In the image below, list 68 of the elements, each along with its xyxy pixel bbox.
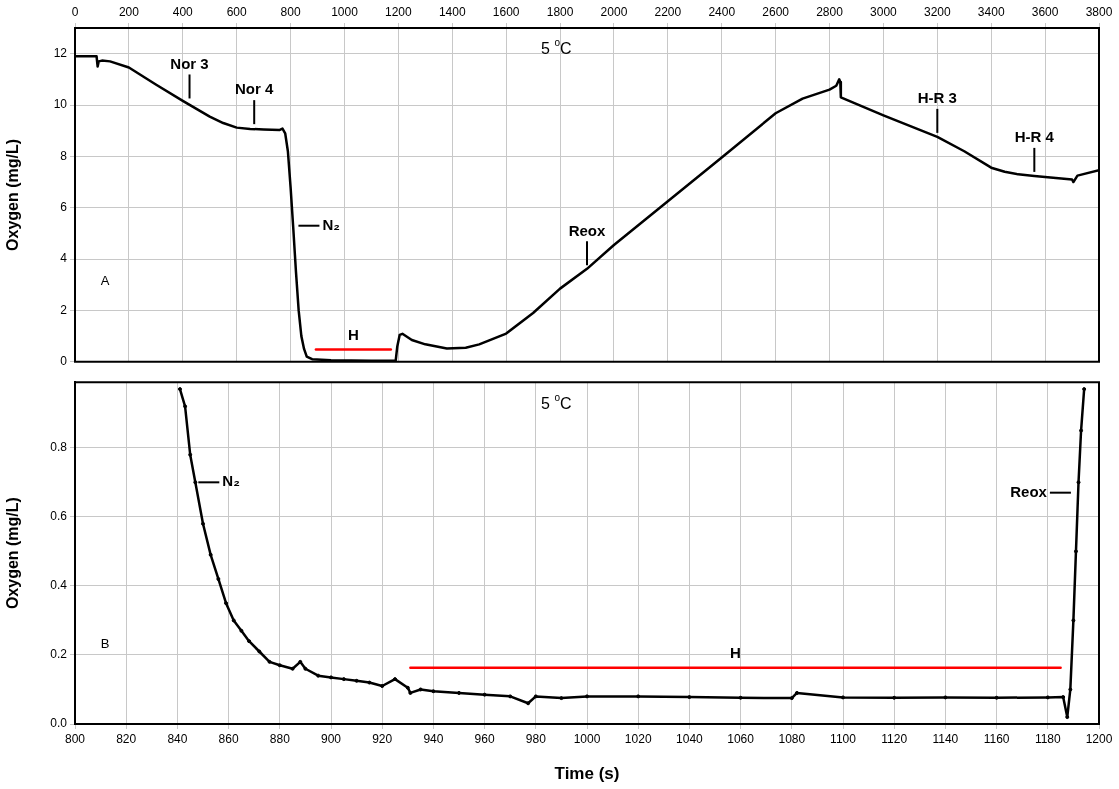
x-tick-label: 1160: [983, 731, 1010, 746]
x-tick-label: 3400: [977, 5, 1005, 20]
y-tick-label: 10: [53, 97, 68, 112]
x-tick-label: 800: [64, 731, 86, 746]
series-label: H: [347, 325, 359, 343]
x-tick-label: 960: [474, 731, 495, 746]
annotation: N₂: [322, 215, 340, 233]
x-tick-label: 800: [280, 5, 301, 20]
y-tick-label: 0.2: [50, 647, 68, 662]
x-tick-label: 1800: [546, 5, 574, 20]
x-tick-label: 2400: [708, 5, 736, 20]
x-tick-label: 0: [71, 5, 79, 20]
y-tick-label: 2: [60, 302, 68, 317]
x-tick-label: 920: [372, 731, 393, 746]
y-tick-label: 0.0: [50, 716, 68, 731]
y-tick-label: 4: [60, 251, 68, 266]
x-tick-label: 1200: [385, 5, 413, 20]
x-tick-label: 1020: [624, 731, 652, 746]
x-axis-title: Time (s): [554, 764, 620, 784]
x-tick-label: 2200: [654, 5, 682, 20]
x-tick-label: 1600: [492, 5, 520, 20]
annotation: Reox: [1010, 482, 1048, 500]
x-tick-label: 1060: [727, 731, 755, 746]
x-tick-label: 1200: [1085, 731, 1113, 746]
series-label: H: [730, 643, 741, 661]
x-tick-label: 1000: [331, 5, 359, 20]
annotation: Reox: [568, 221, 606, 239]
y-axis-title: Oxygen (mg/L): [4, 497, 22, 610]
x-tick-label: 3600: [1031, 5, 1059, 20]
x-tick-label: 1120: [881, 731, 908, 746]
x-tick-label: 1080: [778, 731, 806, 746]
annotation: Nor 4: [235, 80, 275, 98]
y-tick-label: 0.8: [50, 440, 68, 455]
y-tick-label: 0: [60, 354, 68, 369]
x-tick-label: 400: [172, 5, 194, 20]
y-tick-label: 6: [60, 200, 68, 215]
y-tick-label: 8: [60, 148, 68, 163]
x-tick-label: 3200: [923, 5, 951, 20]
x-tick-label: 2600: [762, 5, 790, 20]
x-tick-label: 1000: [573, 731, 601, 746]
x-tick-label: 600: [226, 5, 248, 20]
x-tick-label: 200: [118, 5, 140, 20]
annotation: A: [100, 273, 110, 289]
x-tick-label: 940: [423, 731, 444, 746]
x-tick-label: 820: [116, 731, 137, 746]
x-tick-label: 880: [269, 731, 291, 746]
annotation: B: [100, 635, 110, 651]
x-tick-label: 980: [525, 731, 547, 746]
y-tick-label: 0.4: [50, 578, 68, 593]
x-tick-label: 900: [320, 731, 342, 746]
x-tick-label: 1040: [676, 731, 704, 746]
y-tick-label: 0.6: [50, 509, 68, 524]
x-tick-label: 3000: [870, 5, 898, 20]
annotation: N₂: [222, 472, 240, 490]
annotation: Nor 3: [170, 54, 209, 72]
x-tick-label: 1180: [1034, 731, 1062, 746]
x-tick-label: 3800: [1085, 5, 1113, 20]
x-tick-label: 2800: [816, 5, 844, 20]
y-tick-label: 12: [53, 45, 68, 60]
x-tick-label: 860: [218, 731, 239, 746]
x-tick-label: 1400: [438, 5, 466, 20]
x-tick-label: 1100: [830, 731, 857, 746]
x-tick-label: 840: [167, 731, 188, 746]
annotation: H-R 4: [1014, 128, 1055, 146]
y-axis-title: Oxygen (mg/L): [4, 138, 22, 251]
x-tick-label: 2000: [600, 5, 628, 20]
annotation: H-R 3: [917, 89, 957, 107]
x-tick-label: 1140: [932, 731, 959, 746]
